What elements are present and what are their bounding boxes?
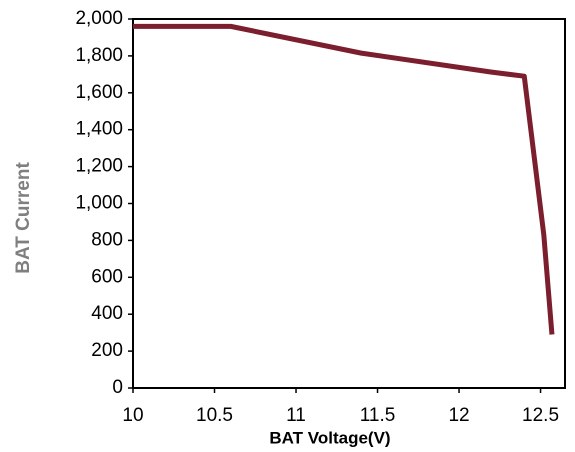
y-tick-label: 400 bbox=[91, 303, 123, 324]
x-tick-label: 11.5 bbox=[360, 405, 396, 426]
y-tick-label: 1,800 bbox=[75, 45, 123, 66]
data-line bbox=[133, 23, 555, 335]
y-tick-label: 200 bbox=[91, 340, 123, 361]
y-tick-label: 1,000 bbox=[75, 193, 123, 214]
y-tick-label: 1,400 bbox=[75, 119, 123, 140]
x-tick-label: 11 bbox=[286, 405, 306, 426]
y-tick-label: 800 bbox=[91, 229, 123, 250]
y-tick-label: 2,000 bbox=[75, 8, 123, 29]
x-axis-label: BAT Voltage(V) bbox=[269, 428, 390, 447]
y-tick-label: 1,200 bbox=[75, 156, 123, 177]
y-tick-label: 600 bbox=[91, 266, 123, 287]
y-tick-label: 0 bbox=[112, 377, 123, 398]
x-tick-label: 12 bbox=[448, 405, 469, 426]
x-tick-label: 10.5 bbox=[196, 405, 233, 426]
plot-frame bbox=[132, 18, 566, 389]
y-tick-label: 1,600 bbox=[75, 82, 123, 103]
x-tick-label: 12.5 bbox=[522, 405, 559, 426]
y-axis-label: BAT Current bbox=[13, 162, 34, 274]
x-tick-label: 10 bbox=[122, 405, 143, 426]
